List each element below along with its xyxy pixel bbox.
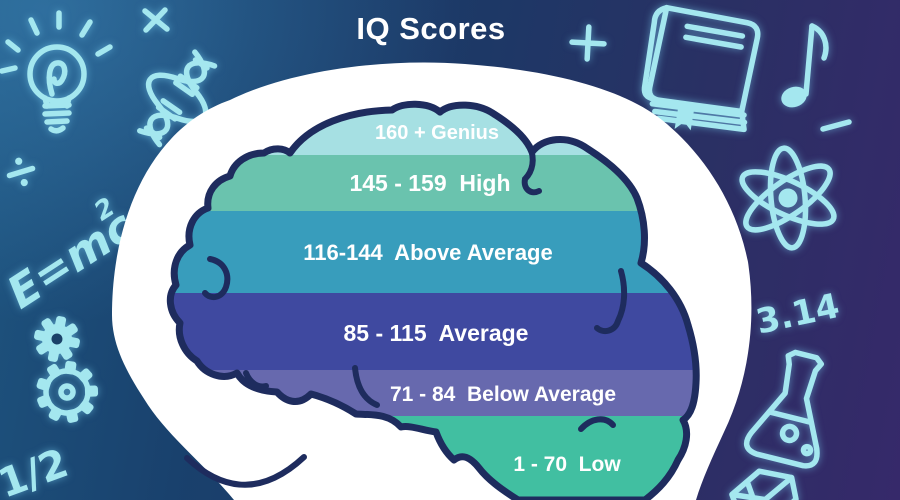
band-label-low: 1 - 70 Low [513, 453, 621, 476]
pi-text: 3.14 [753, 286, 843, 343]
minus-sign-icon [820, 119, 852, 132]
smile-mouth [184, 454, 307, 488]
x-mark-icon [142, 7, 170, 33]
band-labels: 160 + Genius 145 - 159 High 116-144 Abov… [303, 122, 621, 476]
book-icon [641, 4, 761, 133]
gear-large-icon [36, 360, 99, 423]
band-label-high: 145 - 159 High [349, 170, 510, 196]
atom-icon [739, 145, 837, 251]
music-note-icon [781, 23, 829, 108]
band-label-genius: 160 + Genius [375, 122, 499, 144]
lightbulb-icon [0, 10, 113, 134]
brain-fold-lines [202, 144, 628, 432]
band-label-below-average: 71 - 84 Below Average [390, 383, 616, 406]
pi-value: 3.14 [753, 286, 843, 343]
page-title: IQ Scores [356, 11, 505, 46]
band-label-above-average: 116-144 Above Average [303, 240, 552, 265]
one-half-fraction: 1/2 [0, 440, 74, 500]
gear-small-icon [34, 316, 80, 362]
band-above-average [170, 211, 697, 293]
band-label-average: 85 - 115 Average [344, 320, 529, 346]
flask-icon [743, 349, 825, 469]
cube-icon [729, 468, 799, 500]
division-sign-icon [6, 157, 36, 187]
one-half-text: 1/2 [0, 440, 74, 500]
plus-sign-icon [569, 24, 607, 62]
brain-outline [166, 100, 700, 500]
